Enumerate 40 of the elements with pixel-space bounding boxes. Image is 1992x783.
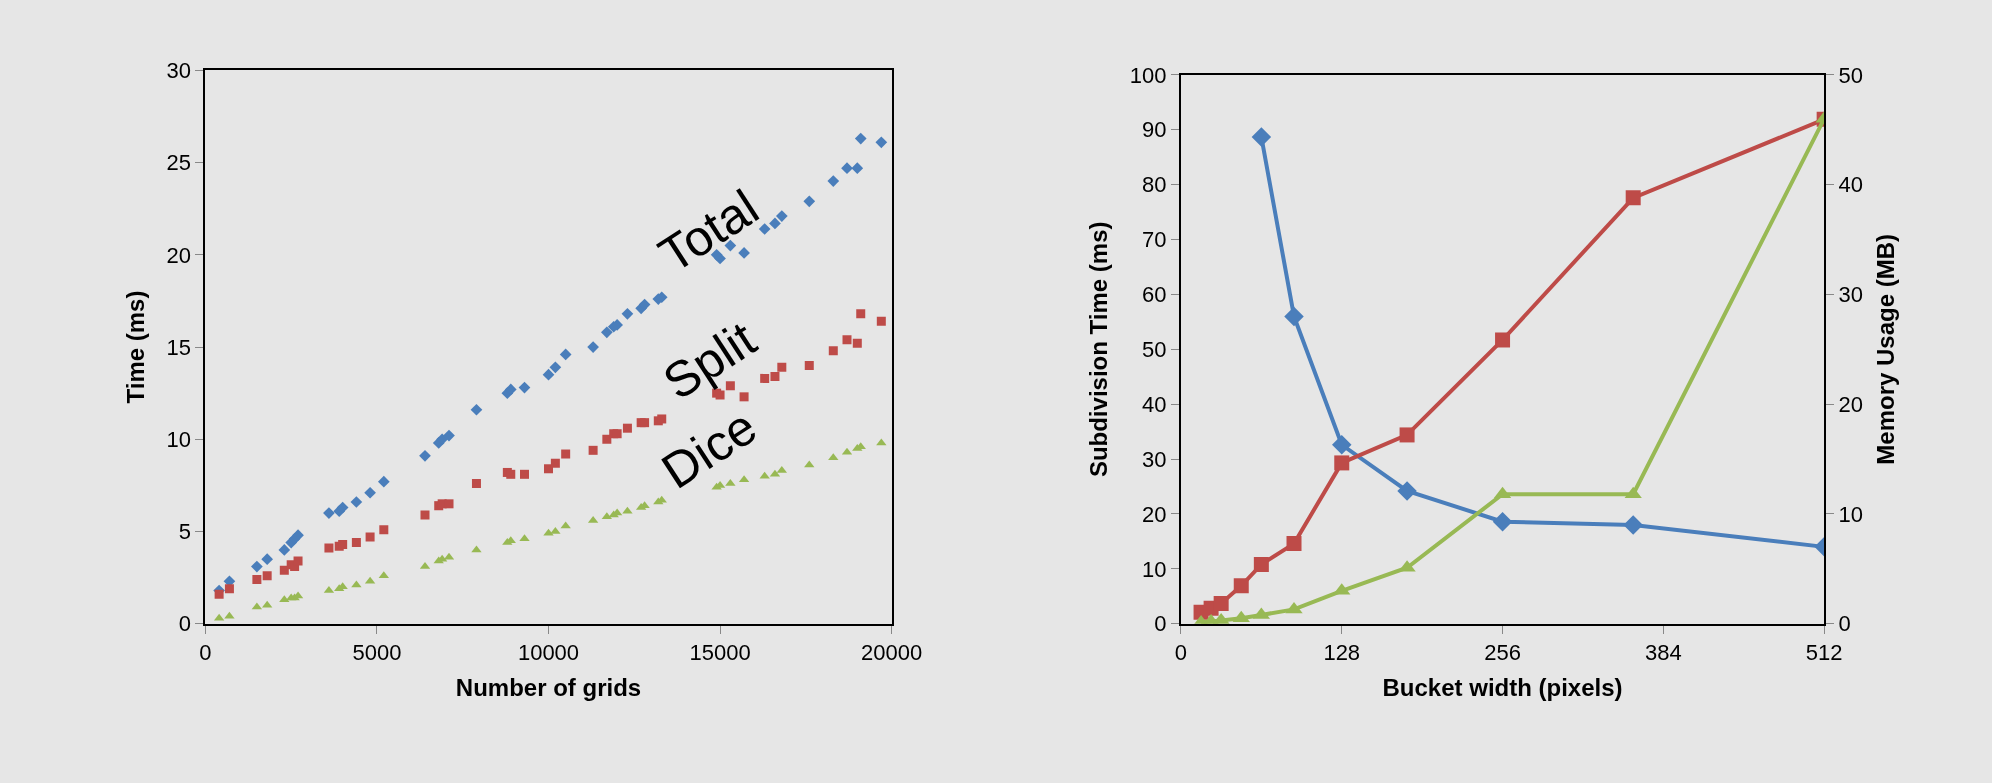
y-tick-label: 80 bbox=[1142, 172, 1167, 198]
y-tick-label: 50 bbox=[1142, 337, 1167, 363]
x-tick-label: 15000 bbox=[689, 640, 751, 666]
y2-tick-label: 40 bbox=[1838, 172, 1864, 198]
y-tick-label: 60 bbox=[1142, 282, 1167, 308]
x-tick-label: 128 bbox=[1323, 640, 1361, 666]
x-tick-label: 10000 bbox=[517, 640, 580, 666]
y2-tick-label: 20 bbox=[1838, 391, 1864, 417]
y-tick-label: 70 bbox=[1142, 227, 1167, 253]
y-axis-title: Time (ms) bbox=[122, 290, 150, 404]
y-tick-label: 10 bbox=[166, 426, 192, 452]
x-tick-label: 512 bbox=[1805, 640, 1843, 666]
y-tick-label: 40 bbox=[1142, 391, 1167, 417]
y2-tick-label: 10 bbox=[1838, 501, 1864, 527]
x-tick-label: 0 bbox=[1174, 640, 1188, 666]
y-tick-label: 30 bbox=[1142, 446, 1167, 472]
y-tick-label: 0 bbox=[1154, 611, 1167, 637]
x-tick-label: 0 bbox=[199, 640, 212, 666]
y-axis-title: Subdivision Time (ms) bbox=[1085, 221, 1113, 478]
x-tick-label: 5000 bbox=[352, 640, 402, 666]
y-tick-label: 5 bbox=[178, 519, 192, 545]
y2-tick-label: 30 bbox=[1838, 282, 1864, 308]
y-tick-label: 10 bbox=[1142, 556, 1167, 582]
x-axis-title: Bucket width (pixels) bbox=[1382, 673, 1623, 701]
y-tick-label: 20 bbox=[1142, 501, 1167, 527]
y-tick-label: 100 bbox=[1129, 62, 1167, 88]
y-tick-label: 90 bbox=[1142, 117, 1167, 143]
y-tick-label: 15 bbox=[166, 334, 192, 360]
y-tick-label: 20 bbox=[166, 242, 192, 268]
y2-axis-title: Memory Usage (MB) bbox=[1871, 233, 1899, 465]
x-axis-title: Number of grids bbox=[455, 673, 642, 701]
y-tick-label: 30 bbox=[166, 58, 192, 84]
y2-tick-label: 0 bbox=[1838, 611, 1851, 637]
text: Total bbox=[649, 178, 769, 284]
x-tick-label: 256 bbox=[1484, 640, 1521, 666]
y-tick-label: 25 bbox=[166, 150, 192, 176]
y-tick-label: 0 bbox=[178, 611, 192, 637]
x-tick-label: 384 bbox=[1645, 640, 1682, 666]
x-tick-label: 20000 bbox=[861, 640, 923, 666]
y2-tick-label: 50 bbox=[1838, 62, 1864, 88]
